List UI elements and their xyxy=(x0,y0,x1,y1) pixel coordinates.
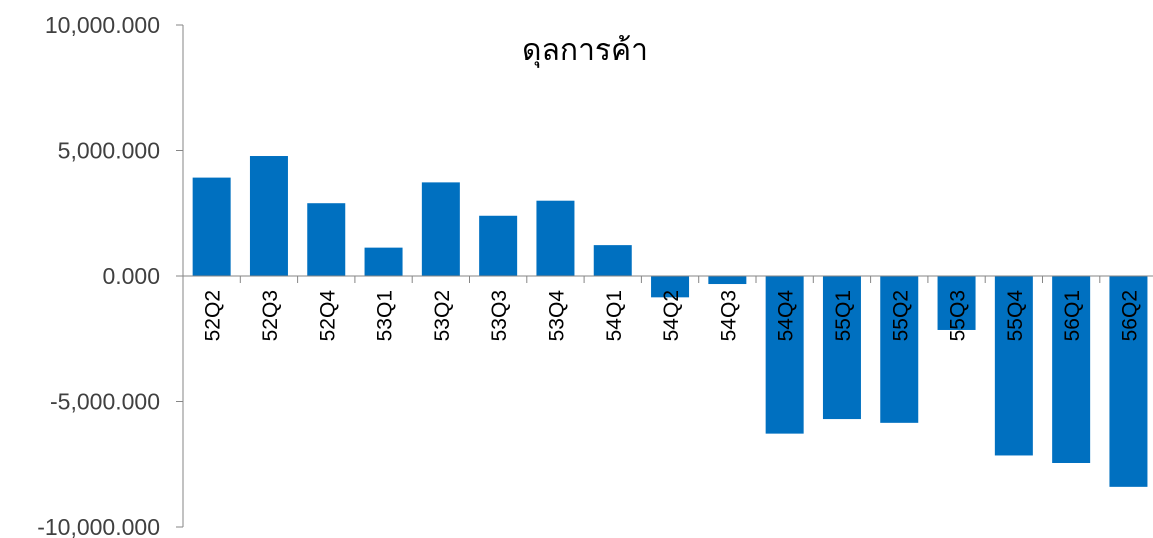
x-tick-label: 53Q2 xyxy=(431,290,454,341)
x-tick-label: 53Q3 xyxy=(488,290,511,341)
bars xyxy=(192,156,1148,487)
x-axis: 52Q2 52Q3 52Q4 53Q1 53Q2 53Q3 53Q4 54Q1 54Q2 54Q3… xyxy=(182,275,1153,342)
bar xyxy=(1052,276,1091,463)
x-tick-label: 54Q3 xyxy=(717,290,740,341)
x-tick-label: 54Q4 xyxy=(775,290,798,342)
y-axis: 10,000.000 5,000.000 0.000 -5,000.000 -10,00… xyxy=(37,12,184,538)
x-tick-label: 54Q1 xyxy=(603,290,626,341)
x-tick-label: 55Q1 xyxy=(832,290,855,341)
bar xyxy=(307,203,346,276)
y-tick-label: 5,000.000 xyxy=(58,138,160,164)
bar xyxy=(536,200,575,276)
chart-title: ดุลการค้า xyxy=(522,33,648,69)
bar xyxy=(421,182,460,276)
bar xyxy=(937,276,976,330)
x-tick-label: 52Q2 xyxy=(202,290,225,341)
x-tick-label: 56Q1 xyxy=(1061,290,1084,341)
y-tick-label: 10,000.000 xyxy=(45,12,160,38)
x-tick-label: 54Q2 xyxy=(660,290,683,341)
x-tick-label: 53Q4 xyxy=(545,290,568,342)
bar xyxy=(593,245,632,276)
bar xyxy=(994,276,1033,456)
bar xyxy=(192,177,231,276)
bar xyxy=(364,247,403,276)
x-tick-label: 55Q4 xyxy=(1004,290,1027,342)
x-tick-label: 55Q2 xyxy=(889,290,912,341)
x-tick-label: 52Q4 xyxy=(316,290,339,342)
bar xyxy=(249,156,288,276)
y-tick-label: 0.000 xyxy=(102,263,160,289)
x-tick-label: 56Q2 xyxy=(1118,290,1141,341)
x-tick-label: 55Q3 xyxy=(947,290,970,341)
x-tick-label: 53Q1 xyxy=(374,290,397,341)
bar xyxy=(708,276,747,285)
bar xyxy=(880,276,919,423)
bar xyxy=(651,276,690,298)
bar xyxy=(765,276,804,434)
y-tick-label: -5,000.000 xyxy=(50,389,160,415)
bar xyxy=(822,276,861,420)
bar xyxy=(1109,276,1148,487)
bar xyxy=(479,215,518,276)
y-tick-label: -10,000.000 xyxy=(37,514,160,538)
x-tick-label: 52Q3 xyxy=(259,290,282,341)
